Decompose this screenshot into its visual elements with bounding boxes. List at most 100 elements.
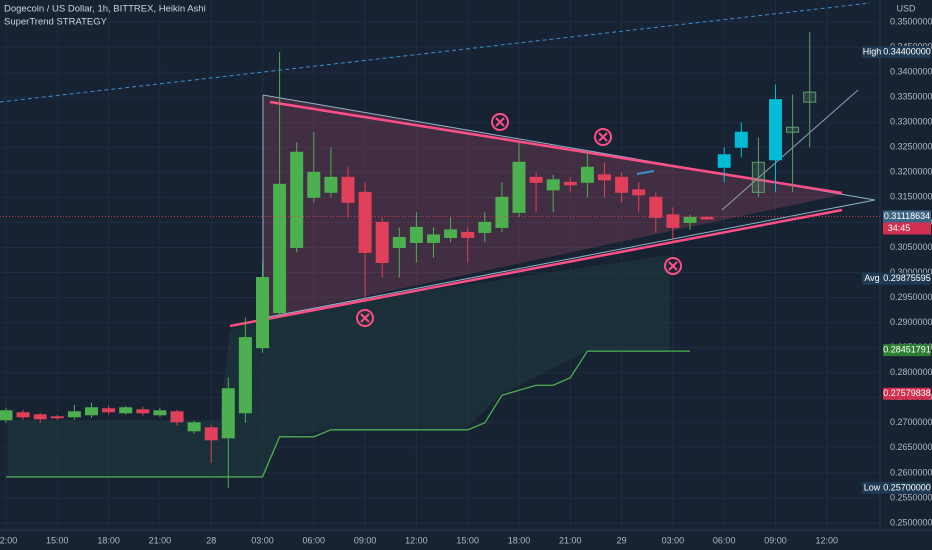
candle-body	[546, 179, 560, 191]
chart-subtitle: SuperTrend STRATEGY	[4, 17, 108, 28]
price-badge-label: 0.29875595	[883, 273, 931, 283]
x-tick-label: 21:00	[149, 535, 172, 545]
price-badge-label: 0.28451791	[883, 344, 931, 354]
triangle-outline	[262, 94, 876, 319]
x-tick-label: 06:00	[303, 535, 326, 545]
x-tick-label: 03:00	[251, 535, 274, 545]
currency-label: USD	[896, 3, 916, 13]
candle-body	[478, 221, 492, 233]
x-tick-label: 18:00	[97, 535, 120, 545]
candle-body	[786, 126, 800, 133]
candle-body	[427, 234, 440, 243]
candle-body	[273, 183, 287, 314]
x-tick-label: 03:00	[662, 535, 685, 545]
candle-body	[187, 422, 201, 432]
signal-marker	[664, 257, 682, 275]
candle-body	[221, 388, 235, 439]
price-badge-name-box	[862, 481, 883, 494]
candle-body	[409, 226, 423, 243]
marker-dash	[636, 170, 655, 175]
candle-body	[119, 407, 133, 414]
candle-body	[85, 407, 98, 416]
signal-marker-cross	[360, 313, 370, 323]
candle-body	[50, 416, 64, 419]
resistance-line	[269, 100, 843, 195]
x-tick-label: 15:00	[46, 535, 69, 545]
candle-body	[33, 414, 47, 420]
triangle-pattern	[263, 95, 840, 318]
price-badge-label: 0.31118634	[884, 211, 930, 221]
x-tick-label: 21:00	[559, 535, 582, 545]
price-badge	[883, 272, 931, 285]
x-tick-label: 18:00	[508, 535, 531, 545]
x-tick-label: 12:00	[0, 535, 17, 545]
candle-body	[495, 196, 509, 228]
signal-marker	[356, 309, 374, 327]
candle-body	[751, 161, 765, 193]
price-badge	[883, 344, 931, 357]
price-badge-label: 0.34400000	[883, 46, 931, 56]
price-badge	[883, 210, 931, 223]
candle-body	[67, 411, 81, 418]
candle-body	[341, 176, 355, 203]
signal-marker	[491, 113, 509, 131]
candle-body	[358, 191, 372, 253]
candle-body	[444, 229, 458, 238]
price-badge	[883, 481, 931, 494]
candle-body	[598, 174, 611, 181]
chart-title: Dogecoin / US Dollar, 1h, BITTREX, Heiki…	[4, 4, 206, 15]
candle-body	[392, 236, 406, 248]
price-badge-name: Low	[864, 482, 881, 492]
price-badge	[883, 387, 931, 400]
x-tick-label: 12:00	[405, 535, 428, 545]
countdown-box	[883, 222, 931, 235]
candle-body	[615, 176, 629, 193]
candle-body	[375, 221, 389, 263]
signal-marker-cross	[668, 261, 678, 271]
candle-body	[461, 231, 475, 238]
trend-line	[0, 2, 871, 103]
price-badge-name-box	[862, 46, 883, 59]
candle-body	[238, 337, 252, 414]
candle-body	[16, 412, 30, 418]
candle-body	[102, 408, 116, 413]
candle-body	[204, 427, 218, 441]
x-tick-label: 06:00	[713, 535, 736, 545]
price-badge-name-box	[862, 272, 883, 285]
price-badge-name: High	[863, 46, 882, 56]
candle-body	[307, 171, 321, 198]
price-badge-name: Avg	[864, 273, 879, 283]
x-tick-label: 12:00	[816, 535, 839, 545]
price-badge-label: 0.27579838	[883, 388, 931, 398]
projection-line	[721, 89, 859, 211]
candle-body	[803, 91, 817, 103]
candle-body	[529, 176, 543, 183]
candle-body	[717, 154, 731, 168]
signal-marker-cross	[598, 132, 608, 142]
candle-body	[512, 161, 526, 213]
candle-body	[580, 166, 594, 183]
candle-body	[136, 409, 150, 414]
candle-body	[649, 196, 663, 218]
support-line	[229, 208, 843, 328]
supertrend-line	[6, 350, 690, 478]
y-tick-label: 0.35000000	[890, 16, 932, 26]
candle-body	[256, 277, 269, 349]
candle-body	[734, 131, 748, 148]
signal-marker	[594, 128, 612, 146]
candle-body	[769, 99, 782, 161]
candle-body	[324, 176, 338, 193]
